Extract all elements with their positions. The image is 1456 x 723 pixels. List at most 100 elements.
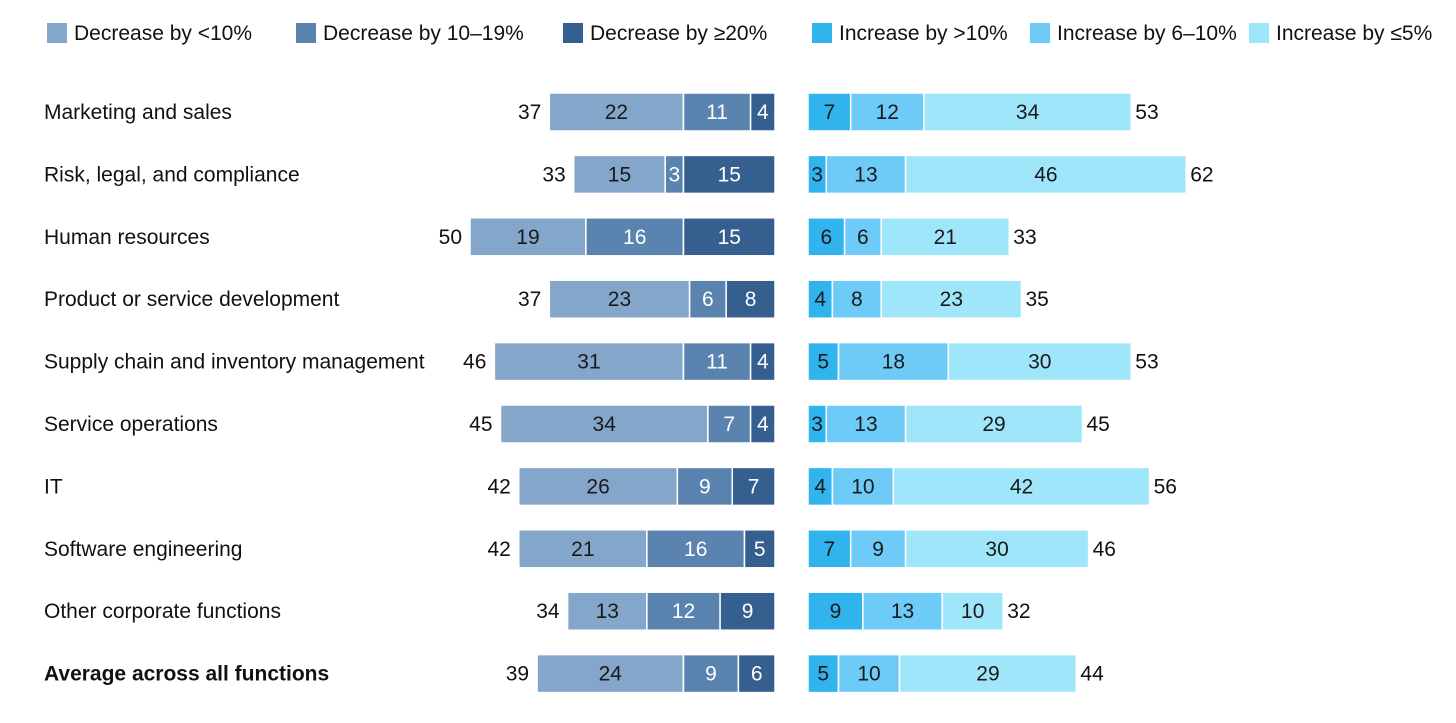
bar-segment bbox=[749, 341, 776, 382]
data-label: 13 bbox=[891, 600, 914, 623]
data-label: 7 bbox=[748, 475, 760, 498]
bar-row-supply-chain-and-inventory-management: 31 11 4 46 5 18 30 53 bbox=[463, 341, 1159, 382]
bar-row-human-resources: 19 16 15 50 6 6 21 33 bbox=[439, 217, 1037, 257]
bar-row-software-engineering: 21 16 542 7 9 30 46 bbox=[487, 529, 1116, 569]
bar-segment bbox=[518, 529, 648, 569]
data-label: 4 bbox=[757, 413, 769, 436]
bar-segment bbox=[682, 92, 752, 132]
legend-label-increase-by-6-10: Increase by 6–10% bbox=[1057, 22, 1237, 45]
data-label: 6 bbox=[751, 663, 763, 686]
bar-segment bbox=[493, 341, 685, 382]
data-label: 30 bbox=[1028, 351, 1051, 374]
bar-segment bbox=[862, 591, 943, 631]
data-label: 13 bbox=[854, 413, 877, 436]
data-label: 13 bbox=[596, 600, 619, 623]
bar-segment bbox=[572, 154, 666, 195]
data-label: 19 bbox=[516, 226, 539, 249]
bar-segment bbox=[682, 341, 752, 382]
decrease-total-label: 34 bbox=[536, 600, 560, 623]
data-label: 8 bbox=[851, 288, 863, 311]
bar-segment bbox=[682, 217, 776, 257]
bar-segment bbox=[548, 92, 685, 132]
bar-segment bbox=[849, 529, 907, 569]
bar-row-service-operations: 34 7 4 45 3 13 29 45 bbox=[469, 404, 1110, 444]
legend-swatch-increase-by-5 bbox=[1249, 23, 1269, 43]
decrease-total-label: 39 bbox=[506, 663, 529, 686]
bar-segment bbox=[646, 591, 721, 631]
bar-segment bbox=[719, 591, 776, 631]
data-label: 9 bbox=[872, 538, 884, 561]
data-label: 12 bbox=[876, 101, 899, 124]
bar-segment bbox=[880, 217, 1011, 257]
data-label: 10 bbox=[857, 663, 880, 686]
increase-total-label: 33 bbox=[1013, 226, 1036, 249]
data-label: 34 bbox=[1016, 101, 1040, 124]
category-label: IT bbox=[44, 475, 63, 498]
data-label: 11 bbox=[706, 351, 728, 374]
increase-total-label: 53 bbox=[1135, 101, 1158, 124]
decrease-total-label: 50 bbox=[439, 226, 462, 249]
category-label: Service operations bbox=[44, 413, 218, 436]
legend-label-increase-by-10: Increase by >10% bbox=[839, 22, 1008, 45]
legend-swatch-decrease-by-10 bbox=[47, 23, 67, 43]
bar-segment bbox=[880, 279, 1023, 319]
data-label: 13 bbox=[854, 163, 877, 186]
data-label: 15 bbox=[718, 226, 741, 249]
increase-total-label: 45 bbox=[1087, 413, 1110, 436]
bar-segment bbox=[682, 154, 776, 195]
bar-segment bbox=[737, 653, 776, 694]
data-label: 3 bbox=[669, 163, 681, 186]
data-label: 22 bbox=[605, 101, 628, 124]
category-label: Human resources bbox=[44, 226, 210, 249]
bar-segment bbox=[898, 653, 1078, 694]
data-label: 9 bbox=[699, 475, 711, 498]
bar-row-other-corporate-functions: 13 12 9 34 9 13 10 32 bbox=[536, 591, 1031, 631]
category-label: Average across all functions bbox=[44, 663, 329, 686]
data-label: 12 bbox=[672, 600, 695, 623]
decrease-total-label: 46 bbox=[463, 351, 486, 374]
increase-total-label: 32 bbox=[1007, 600, 1030, 623]
data-label: 4 bbox=[814, 288, 826, 311]
increase-total-label: 44 bbox=[1080, 663, 1104, 686]
data-label: 6 bbox=[857, 226, 869, 249]
bar-segment bbox=[837, 653, 901, 694]
data-label: 9 bbox=[705, 663, 717, 686]
bar-segment bbox=[904, 529, 1090, 569]
decrease-total-label: 42 bbox=[487, 538, 510, 561]
category-label: Software engineering bbox=[44, 538, 242, 561]
bar-row-it: 26 9 7 42 4 10 42 56 bbox=[487, 466, 1177, 507]
increase-total-label: 62 bbox=[1190, 163, 1213, 186]
category-label: Marketing and sales bbox=[44, 101, 232, 124]
legend-swatch-increase-by-6-10 bbox=[1030, 23, 1050, 43]
data-label: 23 bbox=[608, 288, 631, 311]
bar-segment bbox=[566, 591, 648, 631]
bar-segment bbox=[807, 529, 852, 569]
bar-segment bbox=[904, 404, 1084, 444]
data-label: 15 bbox=[608, 163, 631, 186]
data-label: 5 bbox=[754, 538, 766, 561]
bar-segment bbox=[923, 92, 1133, 132]
bar-segment bbox=[548, 279, 691, 319]
bar-segment bbox=[469, 217, 587, 257]
category-label: Risk, legal, and compliance bbox=[44, 163, 300, 186]
data-label: 4 bbox=[814, 475, 826, 498]
bar-segment bbox=[807, 217, 846, 257]
data-label: 15 bbox=[718, 163, 741, 186]
category-labels: Marketing and sales Risk, legal, and comp… bbox=[44, 101, 425, 686]
data-label: 7 bbox=[723, 413, 735, 436]
bar-segment bbox=[518, 466, 679, 507]
bar-segment bbox=[743, 529, 776, 569]
bar-segment bbox=[807, 653, 840, 694]
data-label: 6 bbox=[820, 226, 832, 249]
bar-segment bbox=[941, 591, 1004, 631]
bar-row-average-across-all-functions: 24 9 6 39 5 10 29 44 bbox=[506, 653, 1104, 694]
increase-total-label: 53 bbox=[1135, 351, 1158, 374]
data-label: 29 bbox=[976, 663, 999, 686]
legend-label-increase-by-5: Increase by ≤5% bbox=[1276, 22, 1432, 45]
bar-segment bbox=[749, 404, 776, 444]
legend: Decrease by <10% Decrease by 10–19% Decrea… bbox=[47, 22, 1432, 45]
legend-label-decrease-by-20: Decrease by ≥20% bbox=[590, 22, 767, 45]
decrease-total-label: 37 bbox=[518, 288, 541, 311]
